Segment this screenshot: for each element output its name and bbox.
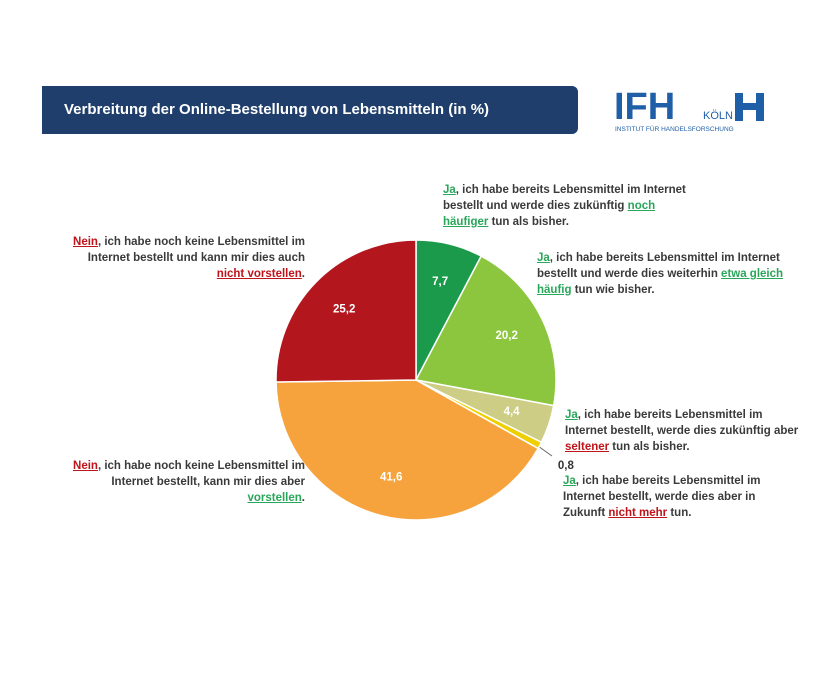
- value-label: 7,7: [432, 276, 448, 288]
- annotation-text: etwa gleich häufig: [537, 268, 784, 296]
- annotation-text: .: [301, 268, 305, 280]
- annotation-text: , ich habe bereits Lebensmittel im Inter…: [537, 252, 780, 280]
- annotation-text: tun wie bisher.: [571, 284, 655, 296]
- annotation-text: Nein: [73, 460, 98, 472]
- annotation-text: Nein: [73, 236, 98, 248]
- logo-icon: [743, 103, 756, 110]
- annotation-text: noch häufiger: [443, 200, 656, 228]
- annotation-text: vorstellen: [247, 492, 302, 504]
- annotation-text: .: [301, 492, 305, 504]
- pie-slice: [414, 255, 557, 407]
- annotation-text: nicht vorstellen: [216, 268, 302, 280]
- logo-name: IFH: [614, 86, 675, 128]
- annotation-text: , ich habe bereits Lebensmittel im Inter…: [565, 409, 799, 437]
- value-label: 25,2: [333, 303, 355, 315]
- header-bar: Verbreitung der Online-Bestellung von Le…: [42, 86, 578, 134]
- annotation-text: , ich habe bereits Lebensmittel im Inter…: [443, 184, 686, 212]
- logo: IFH KÖLN INSTITUT FÜR HANDELSFORSCHUNG: [614, 86, 764, 133]
- value-label: 20,2: [496, 330, 518, 342]
- slice-annotation: Nein, ich habe noch keine Lebensmittel i…: [60, 234, 305, 282]
- annotation-text: , ich habe bereits Lebensmittel im Inter…: [563, 475, 761, 519]
- annotation-text: , ich habe noch keine Lebensmittel im In…: [87, 236, 305, 264]
- annotation-text: seltener: [565, 441, 610, 453]
- chart-title: Verbreitung der Online-Bestellung von Le…: [64, 101, 490, 118]
- annotation-text: Ja: [565, 409, 578, 421]
- pie-slice: [275, 379, 540, 521]
- logo-city: KÖLN: [703, 110, 733, 122]
- slice-annotation: Nein, ich habe noch keine Lebensmittel i…: [60, 458, 305, 506]
- value-label: 4,4: [504, 406, 521, 418]
- logo-icon: [756, 93, 764, 121]
- annotation-text: nicht mehr: [608, 507, 668, 519]
- pie-slice: [275, 239, 417, 383]
- annotation-text: Ja: [537, 252, 550, 264]
- leader-line: [537, 445, 553, 457]
- logo-icon: [735, 93, 743, 121]
- slice-annotation: Ja, ich habe bereits Lebensmittel im Int…: [443, 182, 693, 230]
- slice-annotation: Ja, ich habe bereits Lebensmittel im Int…: [565, 407, 800, 455]
- annotation-text: Ja: [563, 475, 576, 487]
- slice-annotation: Ja, ich habe bereits Lebensmittel im Int…: [537, 250, 802, 298]
- annotation-text: Ja: [443, 184, 456, 196]
- annotation-text: tun.: [667, 507, 692, 519]
- slice-annotation: Ja, ich habe bereits Lebensmittel im Int…: [563, 473, 798, 521]
- value-label: 41,6: [380, 472, 402, 484]
- value-label: 0,8: [558, 460, 575, 472]
- annotation-text: tun als bisher.: [609, 441, 690, 453]
- annotation-text: , ich habe noch keine Lebensmittel im In…: [97, 460, 305, 488]
- logo-subtitle: INSTITUT FÜR HANDELSFORSCHUNG: [615, 125, 734, 133]
- annotation-text: tun als bisher.: [488, 216, 569, 228]
